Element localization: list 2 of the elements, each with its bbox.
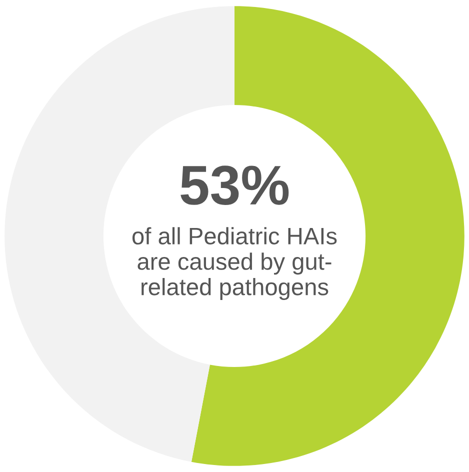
text: of all Pediatric HAIs are caused by gut- related pathogens bbox=[132, 227, 337, 300]
text: 53% bbox=[180, 166, 289, 206]
